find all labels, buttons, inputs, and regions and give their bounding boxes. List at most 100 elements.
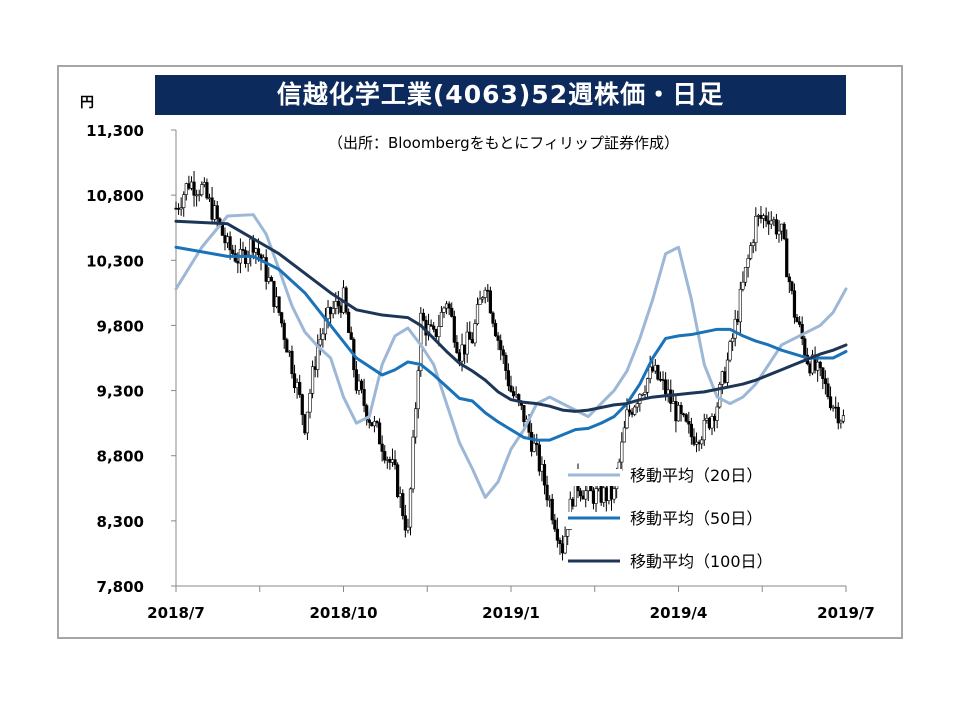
x-tick-label: 2018/10	[309, 604, 377, 622]
candle-body	[731, 337, 735, 342]
candle-body	[630, 411, 634, 415]
candle-body	[756, 215, 760, 217]
candle-body	[385, 459, 389, 461]
candle-body	[254, 248, 258, 253]
candle-body	[808, 363, 812, 374]
candle-body	[450, 307, 454, 317]
candle-body	[269, 277, 273, 282]
candle-body	[192, 181, 196, 196]
candle-body	[344, 287, 348, 313]
candle-body	[362, 389, 366, 406]
candle-body	[656, 365, 660, 380]
candle-body	[591, 490, 596, 504]
candle-body	[398, 493, 402, 497]
candle-body	[537, 444, 541, 472]
candle-body	[457, 352, 462, 362]
y-tick-label: 11,300	[86, 122, 144, 140]
candle-body	[602, 487, 606, 503]
candle-body	[738, 288, 742, 323]
candle-body	[566, 529, 570, 537]
candle-body	[493, 323, 498, 337]
candle-body	[571, 498, 575, 507]
candle-body	[700, 439, 704, 445]
candle-body	[249, 238, 253, 256]
candle-body	[609, 483, 614, 500]
candle-body	[558, 540, 562, 545]
candle-body	[365, 405, 369, 421]
legend-label: 移動平均（50日）	[630, 509, 762, 528]
candle-body	[594, 488, 598, 504]
candle-body	[530, 432, 534, 452]
candle-body	[836, 406, 840, 424]
candle-body	[215, 205, 219, 220]
candle-body	[499, 340, 503, 351]
candle-body	[174, 207, 178, 210]
candle-body	[684, 414, 688, 422]
candle-body	[439, 312, 444, 327]
candle-body	[741, 281, 745, 290]
candle-body	[272, 280, 276, 307]
candle-body	[483, 289, 487, 298]
candle-body	[676, 404, 681, 422]
candle-body	[679, 404, 683, 415]
candle-body	[509, 385, 513, 392]
candle-body	[555, 528, 559, 541]
candle-body	[625, 409, 629, 429]
candle-body	[478, 298, 482, 305]
candle-body	[705, 417, 709, 421]
candle-body	[429, 324, 433, 327]
candle-body	[421, 312, 425, 321]
candle-body	[834, 406, 838, 409]
candle-body	[339, 305, 343, 313]
candle-body	[620, 441, 624, 463]
candle-body	[347, 311, 351, 333]
candle-body	[821, 367, 825, 379]
candle-body	[267, 277, 271, 282]
legend-bg	[568, 555, 622, 572]
candle-body	[290, 350, 294, 374]
candle-body	[416, 370, 420, 410]
candle-body	[548, 498, 552, 501]
candle-body	[545, 484, 549, 501]
candle-body	[522, 405, 526, 422]
moving-average-lines	[174, 213, 848, 499]
legend-label-bg	[626, 461, 836, 487]
candle-body	[532, 442, 536, 452]
candle-body	[550, 498, 554, 521]
y-tick-label: 8,300	[97, 513, 144, 531]
candle-body	[511, 391, 516, 397]
candle-body	[486, 289, 490, 292]
x-tick-label: 2019/7	[817, 604, 875, 622]
candle-body	[401, 493, 405, 516]
candle-body	[774, 219, 779, 235]
candle-body	[792, 290, 797, 318]
candle-body	[712, 416, 717, 421]
candle-body	[357, 380, 361, 391]
candle-body	[308, 392, 312, 413]
candle-body	[354, 369, 358, 391]
candle-body	[627, 409, 632, 413]
candle-body	[277, 296, 281, 313]
ma20-line	[174, 213, 848, 499]
candle-body	[540, 464, 544, 472]
candle-body	[514, 394, 518, 397]
candle-body	[488, 290, 492, 314]
candle-body	[305, 411, 310, 434]
candle-body	[210, 197, 214, 220]
candle-body	[535, 442, 539, 446]
candle-body	[460, 344, 464, 362]
candle-body	[795, 317, 799, 323]
candle-body	[754, 216, 758, 243]
candle-body	[444, 303, 449, 309]
candle-body	[671, 401, 675, 404]
candle-body	[274, 296, 279, 307]
candle-body	[764, 215, 768, 222]
candle-body	[251, 238, 255, 253]
candle-body	[184, 183, 188, 195]
candle-body	[661, 379, 665, 381]
ma100-line	[174, 219, 848, 413]
candle-body	[504, 354, 508, 371]
candle-body	[622, 427, 626, 443]
candle-body	[437, 326, 441, 337]
